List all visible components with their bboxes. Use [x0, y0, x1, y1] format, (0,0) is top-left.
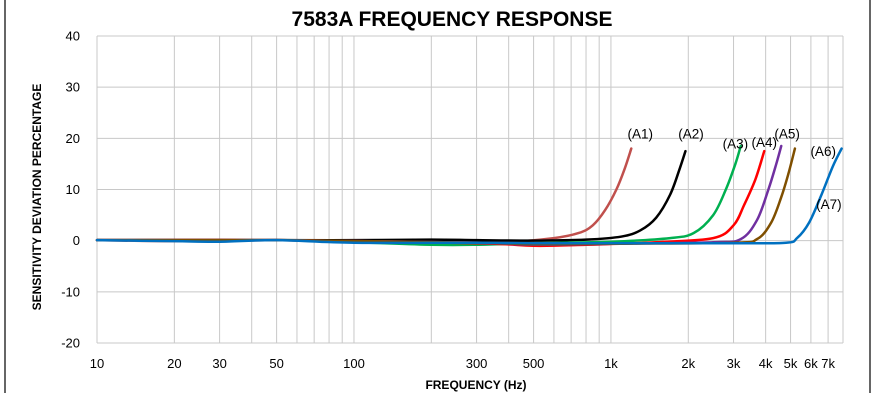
series-label-a5: (A5): [774, 126, 800, 141]
y-axis-title: SENSITIVITY DEVIATION PERCENTAGE: [30, 84, 44, 311]
x-tick-label: 4k: [759, 356, 773, 371]
y-tick-label: -20: [61, 336, 80, 351]
x-tick-label: 3k: [727, 356, 741, 371]
x-tick-label: 50: [269, 356, 283, 371]
series-label-a1: (A1): [627, 126, 653, 141]
series-label-a7: (A7): [816, 197, 842, 212]
y-tick-label: -10: [61, 284, 80, 299]
x-tick-label: 20: [167, 356, 181, 371]
x-tick-label: 10: [90, 356, 104, 371]
x-tick-label: 300: [466, 356, 488, 371]
x-tick-label: 1k: [604, 356, 618, 371]
x-tick-label: 5k: [784, 356, 798, 371]
series-label-a2: (A2): [678, 126, 704, 141]
y-tick-label: 30: [66, 80, 80, 95]
label-layer: -20 -10 0 10 20 30 40 10 20 30 50 100 300 500 1k 2k 3k 4k…: [61, 29, 841, 372]
grid-layer: [96, 35, 844, 344]
y-tick-label: 10: [66, 182, 80, 197]
x-tick-label: 100: [343, 356, 365, 371]
series-label-a4: (A4): [751, 135, 777, 150]
series-label-a6: (A6): [810, 144, 836, 159]
series-label-a3: (A3): [723, 137, 749, 152]
x-axis-title: FREQUENCY (Hz): [425, 378, 526, 392]
x-tick-label: 500: [523, 356, 545, 371]
y-tick-label: 0: [73, 233, 80, 248]
x-tick-label: 7k: [821, 356, 835, 371]
series-layer: [95, 144, 843, 248]
series-line-a7: [95, 147, 843, 245]
y-tick-label: 20: [66, 131, 80, 146]
x-tick-label: 6k: [804, 356, 818, 371]
x-tick-label: 30: [212, 356, 226, 371]
chart-title: 7583A FREQUENCY RESPONSE: [292, 8, 613, 31]
x-tick-label: 2k: [681, 356, 695, 371]
y-tick-label: 40: [66, 29, 80, 44]
